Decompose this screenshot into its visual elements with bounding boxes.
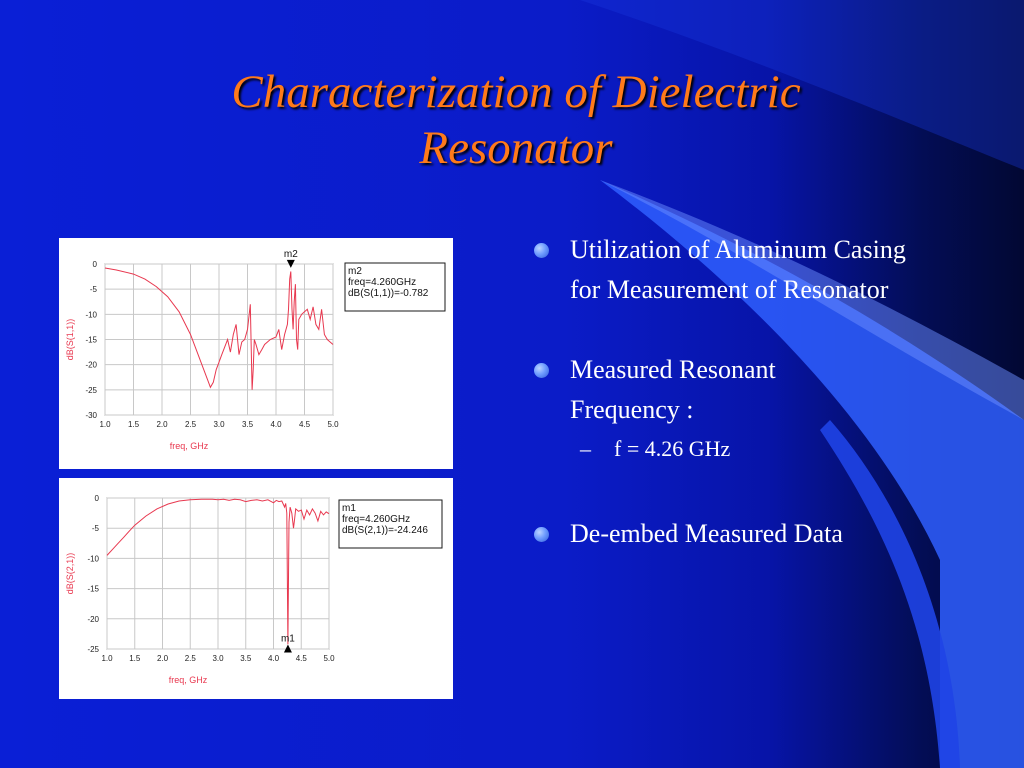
- x-axis-label: freq, GHz: [170, 441, 209, 451]
- x-tick-label: 4.5: [296, 654, 308, 663]
- bullet-item: Utilization of Aluminum Casing for Measu…: [534, 230, 954, 310]
- x-tick-label: 3.0: [212, 654, 224, 663]
- y-tick-label: -5: [92, 524, 100, 533]
- y-tick-label: 0: [95, 494, 100, 503]
- bullet-dot-icon: [534, 527, 549, 542]
- marker-arrow-icon: [286, 259, 295, 268]
- marker-readout-line: dB(S(2,1))=-24.246: [342, 525, 428, 536]
- bullet-text: Utilization of Aluminum Casing for Measu…: [570, 235, 906, 304]
- bullet-text: Measured Resonant Frequency :: [570, 355, 776, 424]
- sub-bullet-item: – f = 4.26 GHz: [534, 434, 954, 464]
- title-line-2: Resonator: [419, 122, 613, 174]
- marker-arrow-icon: [283, 644, 292, 653]
- x-tick-label: 1.0: [101, 654, 113, 663]
- s21-chart: 1.0 1.5 2.0 2.5 3.0 3.5 4.0 4.5 5.0 0 -5 -10 -15 -20 -…: [65, 494, 443, 685]
- marker-readout-line: freq=4.260GHz: [348, 277, 416, 288]
- y-tick-label: -15: [85, 336, 97, 345]
- s11-chart-panel: 1.0 1.5 2.0 2.5 3.0 3.5 4.0 4.5 5.0 0 -5 -10 -15 -20 -…: [59, 238, 453, 469]
- x-tick-label: 5.0: [327, 420, 339, 429]
- y-tick-label: -25: [87, 645, 99, 654]
- data-series-line: [106, 498, 330, 645]
- bullet-item: De-embed Measured Data: [534, 514, 954, 554]
- y-tick-label: -10: [85, 310, 97, 319]
- x-tick-label: 2.0: [157, 654, 169, 663]
- marker-readout-line: m2: [348, 266, 362, 277]
- marker-label: m1: [281, 633, 295, 644]
- x-tick-label: 4.5: [299, 420, 311, 429]
- marker-readout-line: freq=4.260GHz: [342, 514, 410, 525]
- marker-readout-line: m1: [342, 503, 356, 514]
- s21-chart-panel: 1.0 1.5 2.0 2.5 3.0 3.5 4.0 4.5 5.0 0 -5 -10 -15 -20 -…: [59, 478, 453, 699]
- y-tick-label: -20: [85, 361, 97, 370]
- x-tick-label: 4.0: [268, 654, 280, 663]
- x-tick-label: 3.5: [240, 654, 252, 663]
- x-tick-label: 1.5: [129, 654, 141, 663]
- x-tick-label: 2.5: [185, 420, 197, 429]
- x-tick-label: 2.5: [185, 654, 197, 663]
- y-tick-label: -10: [87, 554, 99, 563]
- bullet-dot-icon: [534, 243, 549, 258]
- x-tick-label: 3.0: [213, 420, 225, 429]
- sub-bullet-dash: –: [580, 436, 591, 461]
- marker-readout-line: dB(S(1,1))=-0.782: [348, 288, 429, 299]
- bullet-list: Utilization of Aluminum Casing for Measu…: [534, 230, 954, 554]
- x-tick-label: 2.0: [156, 420, 168, 429]
- slide-title: Characterization of Dielectric Resonator: [60, 64, 972, 176]
- y-tick-label: -25: [85, 386, 97, 395]
- marker-readout-box: [338, 499, 443, 549]
- x-tick-label: 4.0: [270, 420, 282, 429]
- x-tick-label: 1.0: [99, 420, 111, 429]
- title-line-1: Characterization of Dielectric: [231, 66, 801, 118]
- bullet-dot-icon: [534, 363, 549, 378]
- y-tick-label: -20: [87, 615, 99, 624]
- y-tick-label: -15: [87, 585, 99, 594]
- s11-chart: 1.0 1.5 2.0 2.5 3.0 3.5 4.0 4.5 5.0 0 -5 -10 -15 -20 -…: [65, 249, 446, 451]
- y-tick-label: -5: [90, 285, 98, 294]
- x-tick-label: 5.0: [323, 654, 335, 663]
- marker-label: m2: [284, 249, 298, 260]
- y-axis-label: dB(S(1,1)): [65, 319, 75, 361]
- sub-bullet-text: f = 4.26 GHz: [614, 436, 731, 461]
- y-tick-label: -30: [85, 411, 97, 420]
- x-tick-label: 3.5: [242, 420, 254, 429]
- marker-readout-box: [344, 262, 446, 312]
- y-axis-label: dB(S(2,1)): [65, 553, 75, 595]
- x-axis-label: freq, GHz: [169, 675, 208, 685]
- data-series-line: [104, 267, 334, 390]
- bullet-text: De-embed Measured Data: [570, 519, 843, 548]
- y-tick-label: 0: [93, 260, 98, 269]
- bullet-item: Measured Resonant Frequency :: [534, 350, 954, 430]
- x-tick-label: 1.5: [128, 420, 140, 429]
